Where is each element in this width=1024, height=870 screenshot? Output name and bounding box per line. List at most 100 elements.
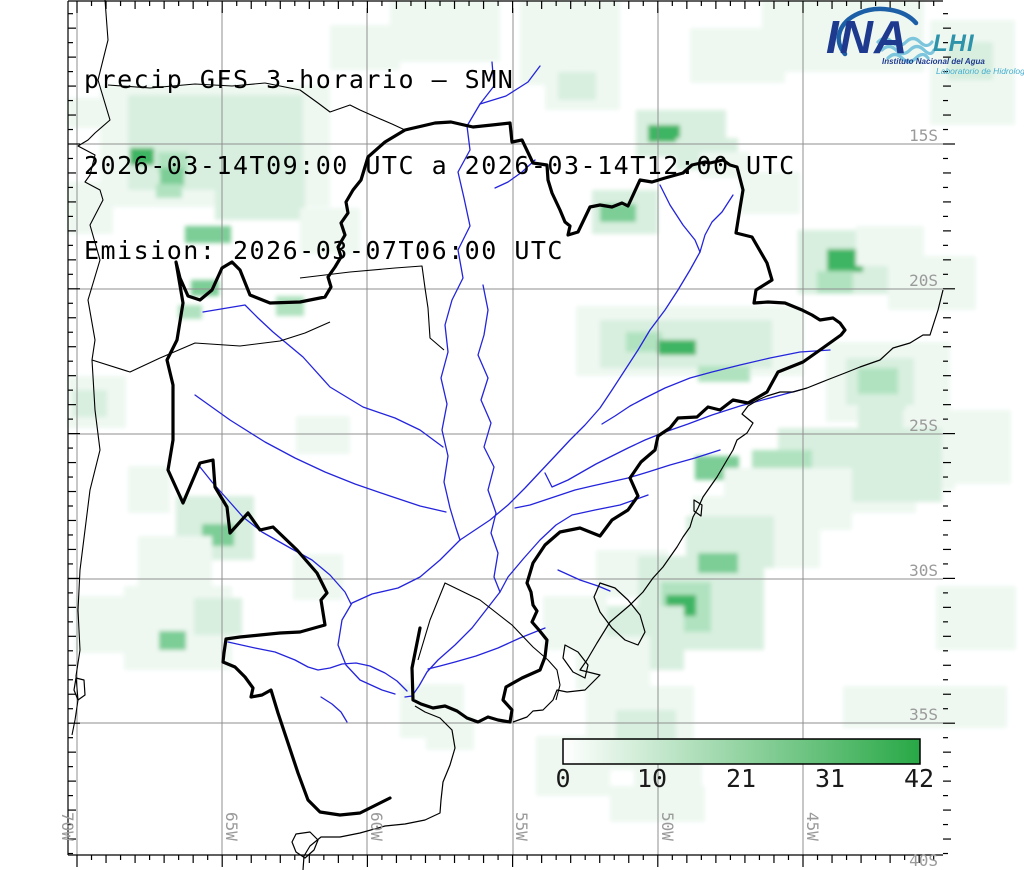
institute-name: Instituto Nacional del Agua (882, 57, 985, 66)
lon-label: 65W (222, 812, 241, 841)
river-fork-east2 (479, 65, 541, 105)
precip-cell (817, 271, 853, 293)
colorbar-value: 31 (815, 764, 845, 793)
colorbar-value: 42 (904, 764, 934, 793)
country-borders (71, 0, 561, 736)
river-tiete (601, 349, 831, 425)
precip-cell (658, 340, 696, 355)
lon-label: 50W (658, 812, 677, 841)
lon-label: 55W (512, 812, 531, 841)
precip-cell (194, 598, 242, 635)
lon-label: 70W (58, 812, 77, 841)
colorbar-value: 0 (555, 764, 570, 793)
lat-label: 35S (909, 705, 938, 724)
precip-cell (68, 98, 100, 128)
lat-label: 25S (909, 416, 938, 435)
river-trib-ne2 (699, 194, 734, 253)
lat-label: 30S (909, 561, 938, 580)
coast-bahia-blanca (291, 831, 319, 859)
river-paraguay (440, 125, 471, 541)
precip-cell (888, 256, 976, 310)
river-paranapanema (544, 389, 801, 488)
precip-cell (558, 72, 596, 100)
precip-cell (75, 596, 143, 653)
colorbar-value: 21 (726, 764, 756, 793)
grid-lines (68, 8, 943, 855)
title-emission: Emision: 2026-03-07T06:00 UTC (84, 236, 564, 265)
border-paraguay-argentina (299, 265, 445, 351)
lon-label: 60W (367, 812, 386, 841)
precip-cell (543, 596, 607, 650)
coast-brazil (512, 289, 944, 723)
border-andes (71, 0, 111, 736)
river-headwater (494, 159, 536, 189)
title-product-line: precip GFS 3-horario — SMN (84, 65, 515, 94)
andes-lake (73, 677, 86, 701)
river-ba-stub (320, 696, 348, 723)
precip-cell (698, 366, 750, 382)
river-jacui (557, 569, 611, 592)
precip-cell (128, 466, 170, 513)
colorbar-value: 10 (637, 764, 667, 793)
precip-cell (73, 390, 107, 417)
river-salado-south (227, 641, 408, 692)
lon-label: 45W (803, 812, 822, 841)
precip-cell (626, 332, 662, 352)
border-bolivia-argentina (91, 321, 331, 373)
border-uruguay (417, 582, 561, 701)
precip-cell (330, 25, 400, 70)
lat-label: 20S (909, 271, 938, 290)
precip-cell (160, 168, 184, 186)
precip-cell (390, 0, 500, 62)
coastline (73, 289, 944, 870)
river-parana-lower (337, 539, 461, 695)
precip-cell (130, 148, 154, 165)
precip-cell (858, 368, 898, 394)
colorbar-legend: 0 10 21 31 42 (555, 738, 934, 793)
lat-label: 15S (909, 126, 938, 145)
precip-cell (948, 42, 993, 80)
precip-cell (600, 204, 636, 222)
axis-ticks (68, 1, 955, 867)
border-topleft (107, 82, 266, 89)
lat-label: 40S (909, 851, 938, 870)
precip-shading (68, 0, 1016, 822)
border-bolivia-brazil (264, 82, 406, 131)
precip-cell (296, 416, 350, 454)
precip-cell (300, 208, 360, 254)
axis-frame (67, 0, 943, 856)
precip-cell (740, 172, 800, 214)
precip-cell (827, 249, 863, 272)
precip-cell (158, 152, 188, 172)
precip-cell (936, 586, 1016, 650)
precip-cell (185, 226, 231, 243)
basin-boundary (165, 120, 847, 817)
precip-cell (156, 184, 182, 198)
precip-cell (843, 686, 1007, 728)
colorbar-gradient (562, 738, 921, 765)
logo-graphics (836, 6, 936, 64)
river-uruguay-west-branch (477, 284, 501, 593)
ina-logo: INA LHI Instituto Nacional del Agua Labo… (812, 4, 1024, 88)
river-iguacu (514, 449, 721, 509)
lagoa-mirim (562, 644, 589, 679)
florianopolis-island (693, 499, 703, 517)
river-bermejo (194, 394, 447, 513)
title-valid-period: 2026-03-14T09:00 UTC a 2026-03-14T12:00 … (84, 150, 796, 180)
coast-argentina (302, 705, 456, 870)
ina-wordmark: INA (826, 11, 909, 63)
la-plata-basin-outline (165, 120, 847, 817)
river-parana-upper (459, 251, 701, 541)
rivers (194, 61, 831, 723)
precip-cell (698, 553, 738, 573)
waves-icon (876, 36, 936, 64)
river-negro-uy (427, 627, 546, 670)
map-title: precip GFS 3-horario — SMN 2026-03-14T09… (84, 9, 796, 323)
axis-labels: 15S 20S 25S 30S 35S 40S 70W 65W 60W 55W 50W 45W (58, 126, 938, 870)
lagoa-dos-patos (593, 582, 646, 646)
river-pilcomayo (202, 304, 444, 448)
river-salado-north (199, 466, 352, 605)
precip-cell (215, 165, 305, 220)
precip-cell (178, 305, 202, 319)
